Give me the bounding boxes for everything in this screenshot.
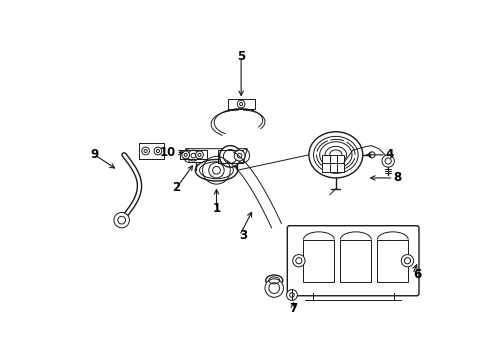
Text: 4: 4 — [386, 148, 394, 161]
Circle shape — [144, 149, 147, 153]
Text: 3: 3 — [240, 229, 248, 242]
Circle shape — [154, 147, 162, 155]
Ellipse shape — [199, 162, 233, 179]
Bar — [303, 239, 334, 282]
Circle shape — [142, 147, 149, 155]
Circle shape — [293, 255, 305, 267]
Circle shape — [401, 255, 414, 267]
Circle shape — [287, 289, 297, 300]
Circle shape — [188, 150, 199, 161]
Bar — [322, 155, 343, 172]
Text: 8: 8 — [393, 171, 402, 184]
Text: 2: 2 — [172, 181, 180, 194]
Polygon shape — [140, 143, 164, 159]
Circle shape — [382, 155, 394, 167]
Circle shape — [213, 166, 220, 174]
Ellipse shape — [314, 136, 358, 173]
Circle shape — [237, 153, 242, 158]
Circle shape — [220, 145, 241, 167]
Bar — [341, 239, 371, 282]
Text: 6: 6 — [413, 268, 421, 281]
Circle shape — [196, 151, 203, 159]
FancyBboxPatch shape — [287, 226, 419, 296]
Circle shape — [234, 150, 245, 161]
Bar — [377, 239, 408, 282]
Circle shape — [223, 149, 237, 163]
Circle shape — [114, 212, 129, 228]
Polygon shape — [218, 150, 243, 163]
Text: 5: 5 — [237, 50, 245, 63]
Text: 10: 10 — [160, 146, 176, 159]
Circle shape — [184, 153, 187, 156]
Polygon shape — [228, 99, 255, 109]
Ellipse shape — [309, 132, 363, 178]
Circle shape — [290, 293, 294, 297]
Circle shape — [265, 279, 283, 297]
Ellipse shape — [196, 159, 238, 181]
Circle shape — [156, 149, 160, 153]
Text: 7: 7 — [290, 302, 297, 315]
Ellipse shape — [266, 275, 283, 286]
Polygon shape — [179, 150, 207, 159]
Circle shape — [191, 153, 196, 158]
Circle shape — [182, 151, 190, 159]
Text: 9: 9 — [91, 148, 99, 161]
Polygon shape — [186, 149, 247, 163]
Text: 1: 1 — [212, 202, 220, 215]
Circle shape — [198, 153, 201, 156]
